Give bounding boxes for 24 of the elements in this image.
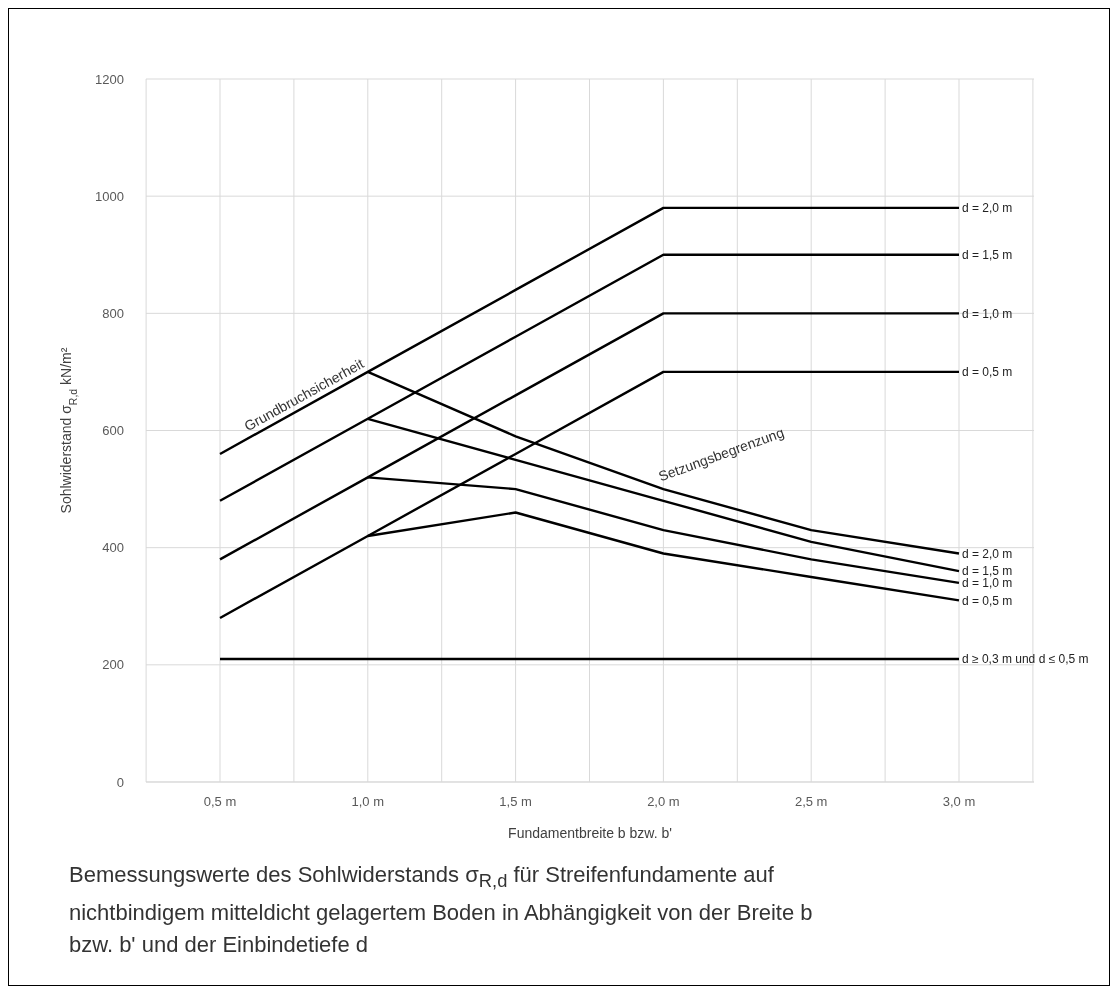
x-tick-label: 1,0 m xyxy=(351,794,385,809)
y-tick-label: 800 xyxy=(102,305,124,321)
y-tick-label: 600 xyxy=(102,423,124,439)
x-tick-label: 0,5 m xyxy=(203,794,237,809)
series-label: d = 0,5 m xyxy=(962,365,1013,380)
series-label: d = 2,0 m xyxy=(962,546,1013,561)
x-tick-label: 2,5 m xyxy=(794,794,828,809)
series-label: d = 1,5 m xyxy=(962,247,1013,262)
x-axis-title: Fundamentbreite b bzw. b' xyxy=(508,825,672,841)
series-label: d = 0,5 m xyxy=(962,593,1013,608)
x-tick-label: 3,0 m xyxy=(942,794,976,809)
x-tick-label: 2,0 m xyxy=(647,794,680,809)
y-tick-label: 1200 xyxy=(95,71,124,87)
x-tick-label: 1,5 m xyxy=(499,794,532,809)
y-tick-label: 0 xyxy=(116,774,124,790)
series-label: d = 1,0 m xyxy=(962,576,1013,591)
text: Bemessungswerte des Sohlwiderstands σ$_{R,d}$ für Streifenfundamente auf nichtbindigem mitteldicht gelagertem Boden in Abhängigkeit von der Breite b bzw. b' und der Einbindetiefe d xyxy=(68,861,814,960)
series-label: d = 2,0 m xyxy=(962,201,1013,216)
y-tick-label: 200 xyxy=(102,657,124,673)
y-tick-label: 1000 xyxy=(95,188,124,204)
y-tick-label: 400 xyxy=(102,540,124,556)
series-label: d ≥ 0,3 m und d ≤ 0,5 m xyxy=(962,652,1089,667)
series-label: d = 1,5 m xyxy=(962,564,1013,579)
series-label: d = 1,0 m xyxy=(962,306,1013,321)
